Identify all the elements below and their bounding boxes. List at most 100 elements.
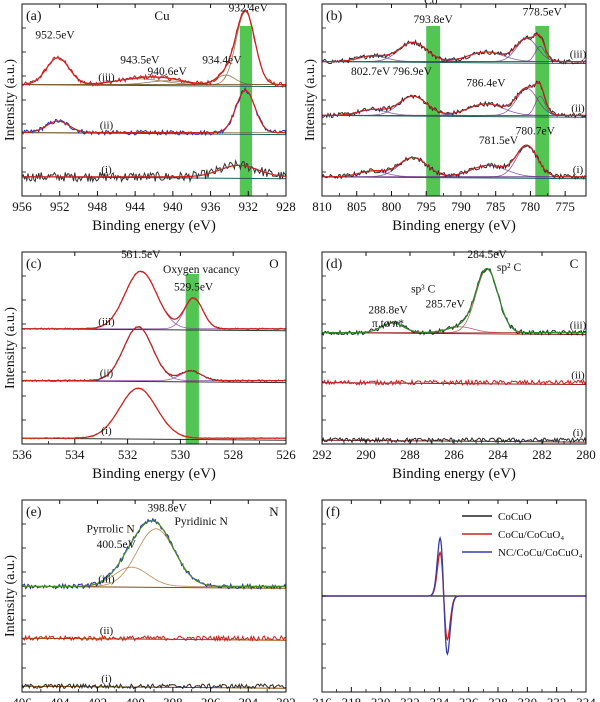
- panel-f: CoCuO CoCu/CoCuO₄ NC/CoCu/CoCuO₄ 316 318 320 3…: [312, 499, 596, 702]
- x-tick-label: 956: [12, 199, 32, 214]
- y-axis-label: Intensity (a.u.): [3, 59, 18, 141]
- peak-annotation: 943.5eV: [120, 55, 160, 67]
- series-fit-0: [22, 270, 286, 330]
- x-tick-label: 528: [223, 447, 243, 462]
- series-label: (ii): [100, 368, 114, 380]
- x-axis-label: Binding energy (eV): [392, 466, 516, 482]
- peak-annotation: Co°: [533, 0, 551, 1]
- y-axis-label: Intensity (a.u.): [3, 307, 18, 389]
- peak-annotation: 400.5eV: [97, 539, 137, 551]
- x-tick-label: 392: [276, 695, 296, 702]
- series-data-1: [321, 378, 587, 387]
- series-fit-1: [21, 89, 286, 134]
- x-tick-label: 280: [576, 447, 596, 462]
- x-tick-label: 286: [444, 447, 464, 462]
- x-tick-label: 396: [201, 695, 221, 702]
- series-data-2: [21, 682, 287, 690]
- series-fit-0: [22, 520, 286, 587]
- highlight-band: [239, 26, 253, 196]
- x-tick-label: 404: [50, 695, 70, 702]
- panel-e: (iii) (ii) (i) 398.8eV Pyrrolic N Pyridinic N…: [3, 499, 296, 702]
- x-axis-label: Binding energy (eV): [92, 218, 216, 234]
- series-data-1: [21, 634, 287, 643]
- series-label: (ii): [571, 370, 585, 382]
- plot-frame: [21, 251, 287, 445]
- peak-annotation: π to π*: [372, 318, 404, 330]
- x-tick-label: 775: [555, 199, 575, 214]
- legend-entry: CoCu/CoCuO₄: [498, 529, 564, 541]
- series-data-1: [21, 325, 287, 383]
- x-tick-label: 785: [486, 199, 506, 214]
- x-tick-label: 324: [430, 695, 450, 702]
- peak-annotation: 398.8eV: [148, 503, 188, 515]
- x-tick-label: 795: [416, 199, 436, 214]
- x-tick-label: 332: [547, 695, 567, 702]
- series-label: (i): [573, 164, 584, 176]
- peak-annotation: 781.5eV: [479, 135, 519, 147]
- element-label: O: [269, 256, 278, 271]
- series-fit-1: [321, 81, 586, 116]
- series-fit-2: [322, 144, 586, 178]
- component-peak: [322, 95, 586, 116]
- x-tick-label: 536: [12, 447, 32, 462]
- peak-annotation: 793.8eV: [414, 14, 454, 26]
- element-label: N: [269, 504, 279, 519]
- series-label: (iii): [570, 49, 587, 61]
- series-label: (iii): [98, 573, 115, 585]
- peak-annotation: sp² C: [497, 262, 522, 274]
- x-tick-label: 282: [532, 447, 552, 462]
- x-tick-label: 932: [239, 199, 259, 214]
- peak-annotation: 786.4eV: [466, 78, 506, 90]
- panel-label: (d): [326, 257, 343, 272]
- x-tick-label: 530: [171, 447, 191, 462]
- x-tick-label: 532: [118, 447, 138, 462]
- series-label: (iii): [98, 316, 115, 328]
- series-fit-2: [22, 164, 287, 178]
- peak-annotation: 802.7eV: [351, 66, 391, 78]
- y-axis-label: Intensity (a.u.): [3, 555, 18, 637]
- series-label: (ii): [571, 102, 585, 114]
- x-tick-label: 805: [347, 199, 367, 214]
- series-data-0: [321, 31, 587, 65]
- x-tick-label: 406: [12, 695, 32, 702]
- x-tick-label: 952: [50, 199, 70, 214]
- peak-annotation: 932.4eV: [229, 3, 269, 15]
- x-tick-label: 400: [125, 695, 145, 702]
- x-tick-label: 318: [342, 695, 362, 702]
- series-label: (iii): [570, 320, 587, 332]
- peak-annotation: 796.9eV: [393, 66, 433, 78]
- x-tick-label: 334: [576, 695, 596, 702]
- component-peak: [22, 11, 286, 85]
- component-peak: [22, 387, 286, 439]
- peak-annotation: Pyrrolic N: [87, 524, 136, 536]
- x-tick-label: 940: [163, 199, 183, 214]
- x-tick-label: 326: [459, 695, 479, 702]
- peak-annotation: 529.5eV: [174, 281, 214, 293]
- panel-label: (b): [326, 9, 343, 24]
- x-tick-label: 292: [312, 447, 332, 462]
- component-peak: [22, 370, 286, 381]
- component-peak: [22, 528, 286, 587]
- series-data-2: [21, 158, 287, 184]
- x-tick-label: 322: [400, 695, 420, 702]
- panel-b: (iii)(ii)(i)Co°793.8eVCo°778.5eV802.7eV7…: [303, 0, 587, 234]
- legend-entry: NC/CoCu/CoCuO₄: [498, 547, 583, 559]
- x-tick-label: 288: [400, 447, 420, 462]
- x-tick-label: 394: [239, 695, 259, 702]
- epr-curve-2: [322, 535, 586, 656]
- highlight-band: [535, 26, 550, 196]
- x-tick-label: 402: [88, 695, 108, 702]
- x-tick-label: 944: [125, 199, 145, 214]
- x-tick-label: 800: [382, 199, 402, 214]
- panel-label: (e): [26, 505, 42, 520]
- x-tick-label: 936: [201, 199, 221, 214]
- peak-annotation: 284.5eV: [467, 249, 507, 261]
- series-fit-1: [22, 326, 286, 382]
- element-label: C: [570, 256, 579, 271]
- component-peak: [22, 297, 286, 330]
- x-tick-label: 928: [276, 199, 296, 214]
- element-label: Cu: [154, 8, 170, 23]
